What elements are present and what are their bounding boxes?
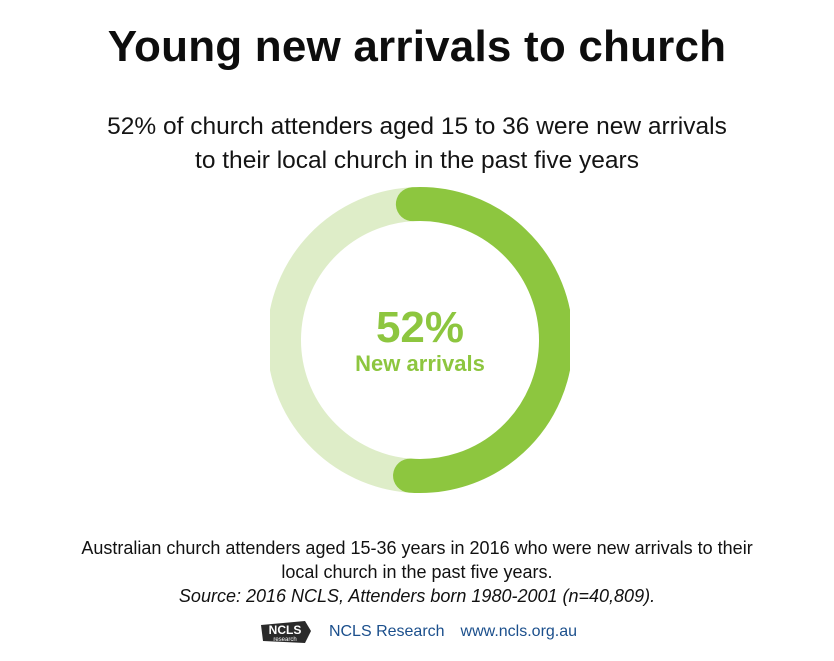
center-label: New arrivals [355,351,485,376]
center-value: 52% [376,303,464,352]
ncls-logo: NCLS research [260,621,311,643]
caption: Australian church attenders aged 15-36 y… [0,536,834,608]
logo-text: NCLS [269,623,302,637]
donut-slice-other [270,187,430,493]
footer: NCLS research NCLS Research www.ncls.org… [0,616,834,648]
subtitle-line-2: to their local church in the past five y… [195,147,639,174]
caption-source: Source: 2016 NCLS, Attenders born 1980-2… [178,586,656,606]
logo-subtext: research [273,637,296,643]
chart-subtitle: 52% of church attenders aged 15 to 36 we… [0,110,834,178]
footer-url[interactable]: www.ncls.org.au [460,623,578,640]
footer-org: NCLS Research [328,623,445,640]
caption-line-2: local church in the past five years. [281,562,553,582]
subtitle-line-1: 52% of church attenders aged 15 to 36 we… [107,113,727,140]
caption-line-1: Australian church attenders aged 15-36 y… [81,538,753,558]
chart-title: Young new arrivals to church [107,22,727,71]
donut-slice-new-arrivals [393,187,570,493]
donut-chart: 52% New arrivals [270,187,570,493]
